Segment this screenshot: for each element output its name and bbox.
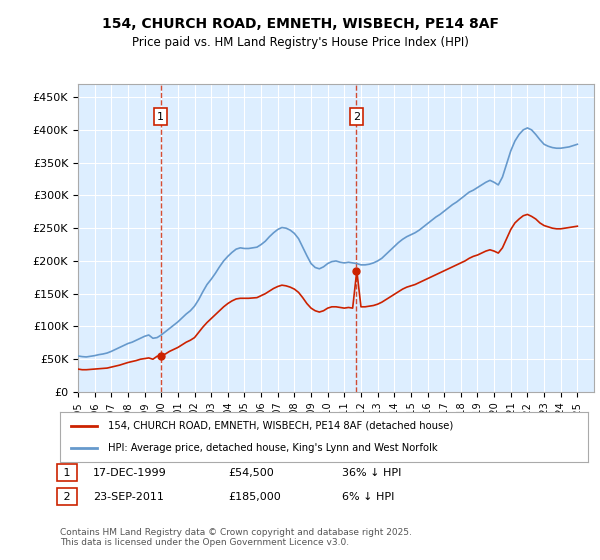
Text: 2: 2 — [353, 112, 360, 122]
Text: 23-SEP-2011: 23-SEP-2011 — [93, 492, 164, 502]
Text: 1: 1 — [157, 112, 164, 122]
Text: 36% ↓ HPI: 36% ↓ HPI — [342, 468, 401, 478]
Text: 1: 1 — [60, 468, 74, 478]
Text: £54,500: £54,500 — [228, 468, 274, 478]
Text: Price paid vs. HM Land Registry's House Price Index (HPI): Price paid vs. HM Land Registry's House … — [131, 36, 469, 49]
Text: 154, CHURCH ROAD, EMNETH, WISBECH, PE14 8AF: 154, CHURCH ROAD, EMNETH, WISBECH, PE14 … — [101, 17, 499, 31]
Text: 154, CHURCH ROAD, EMNETH, WISBECH, PE14 8AF (detached house): 154, CHURCH ROAD, EMNETH, WISBECH, PE14 … — [107, 421, 453, 431]
Text: £185,000: £185,000 — [228, 492, 281, 502]
Text: 2: 2 — [60, 492, 74, 502]
Text: HPI: Average price, detached house, King's Lynn and West Norfolk: HPI: Average price, detached house, King… — [107, 443, 437, 453]
Text: 17-DEC-1999: 17-DEC-1999 — [93, 468, 167, 478]
Text: Contains HM Land Registry data © Crown copyright and database right 2025.
This d: Contains HM Land Registry data © Crown c… — [60, 528, 412, 547]
Text: 6% ↓ HPI: 6% ↓ HPI — [342, 492, 394, 502]
